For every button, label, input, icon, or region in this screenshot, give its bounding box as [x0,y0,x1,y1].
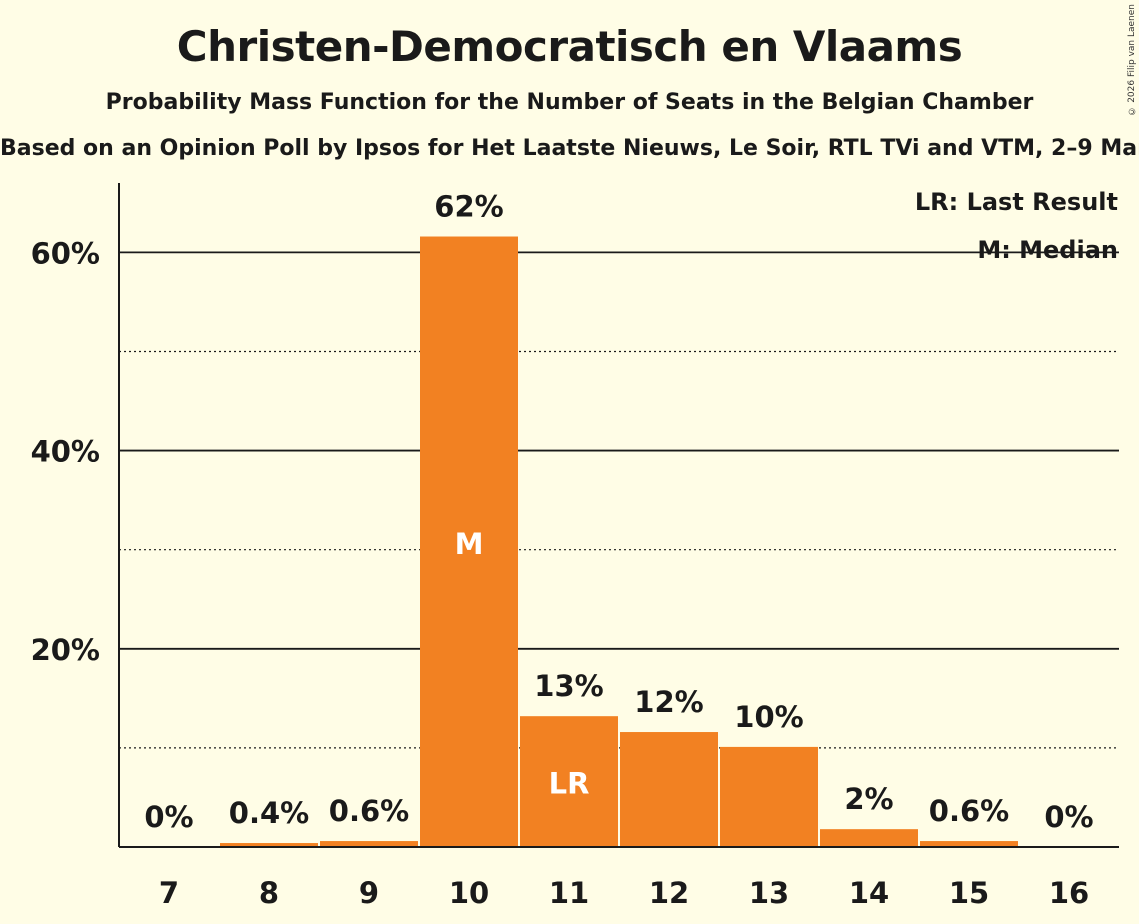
bar-seats-15 [920,841,1018,847]
y-tick-label: 60% [31,236,100,270]
data-label: 0.6% [329,794,409,828]
x-tick-label: 15 [949,876,989,910]
bar-seats-12 [620,732,718,847]
x-tick-label: 7 [159,876,179,910]
data-label: 0% [144,800,193,834]
data-label: 12% [634,685,703,719]
data-label: 62% [434,190,503,224]
median-marker: M [455,527,484,561]
last-result-marker: LR [549,767,590,801]
y-tick-label: 20% [31,633,100,667]
data-label: 2% [844,782,893,816]
data-label: 0% [1044,800,1093,834]
chart-title: Christen-Democratisch en Vlaams [176,22,963,71]
x-tick-label: 14 [849,876,889,910]
chart-source: Based on an Opinion Poll by Ipsos for He… [0,136,1139,161]
x-tick-label: 16 [1049,876,1089,910]
bar-seats-9 [320,841,418,847]
bar-seats-11 [520,716,618,847]
x-tick-label: 11 [549,876,589,910]
bar-seats-14 [820,829,918,847]
legend-entry: LR: Last Result [915,188,1118,216]
data-label: 0.6% [929,794,1009,828]
x-tick-label: 12 [649,876,689,910]
y-tick-label: 40% [31,435,100,469]
x-tick-label: 13 [749,876,789,910]
data-label: 13% [534,669,603,703]
bar-seats-8 [220,843,318,847]
x-tick-label: 8 [259,876,279,910]
legend-entry: M: Median [977,236,1118,264]
bar-seats-13 [720,746,818,847]
data-label: 0.4% [229,796,309,830]
bar-seats-10 [420,236,518,847]
x-tick-label: 9 [359,876,379,910]
chart-subtitle: Probability Mass Function for the Number… [105,90,1034,115]
x-tick-label: 10 [449,876,489,910]
data-label: 10% [734,700,803,734]
